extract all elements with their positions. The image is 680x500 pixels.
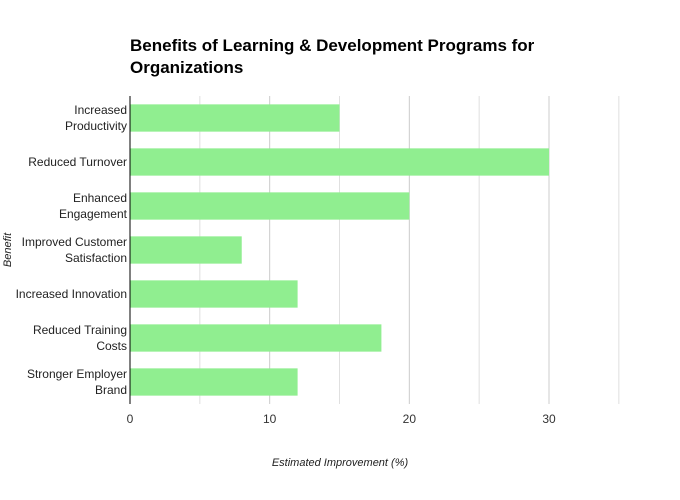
category-label: Enhanced [73,191,127,205]
bar [130,236,242,264]
x-tick-label: 0 [127,412,134,426]
category-label: Reduced Turnover [28,155,127,169]
x-tick-label: 20 [403,412,417,426]
category-label: Engagement [59,207,128,221]
x-axis-ticks: 0 10 20 30 [127,412,556,426]
category-label: Increased [74,103,127,117]
y-axis-title: Benefit [2,232,14,267]
bar [130,280,298,308]
category-label: Improved Customer [22,235,127,249]
category-label: Satisfaction [65,251,127,265]
x-tick-label: 10 [263,412,277,426]
bar [130,192,410,220]
category-label: Brand [95,383,127,397]
bar [130,324,382,352]
category-label: Costs [96,339,127,353]
y-axis-categories: Increased Productivity Reduced Turnover Enh… [16,103,128,397]
category-label: Stronger Employer [27,367,127,381]
category-label: Reduced Training [33,323,127,337]
x-axis-title: Estimated Improvement (%) [272,457,409,469]
category-label: Increased Innovation [16,287,127,301]
category-label: Productivity [65,119,127,133]
bar [130,148,549,176]
x-tick-label: 30 [542,412,556,426]
chart-title-line-2: Organizations [130,58,243,77]
grid-lines [199,96,620,404]
bar [130,368,298,396]
bar [130,104,340,132]
chart-title-line-1: Benefits of Learning & Development Progr… [130,36,535,55]
bars [130,104,549,396]
